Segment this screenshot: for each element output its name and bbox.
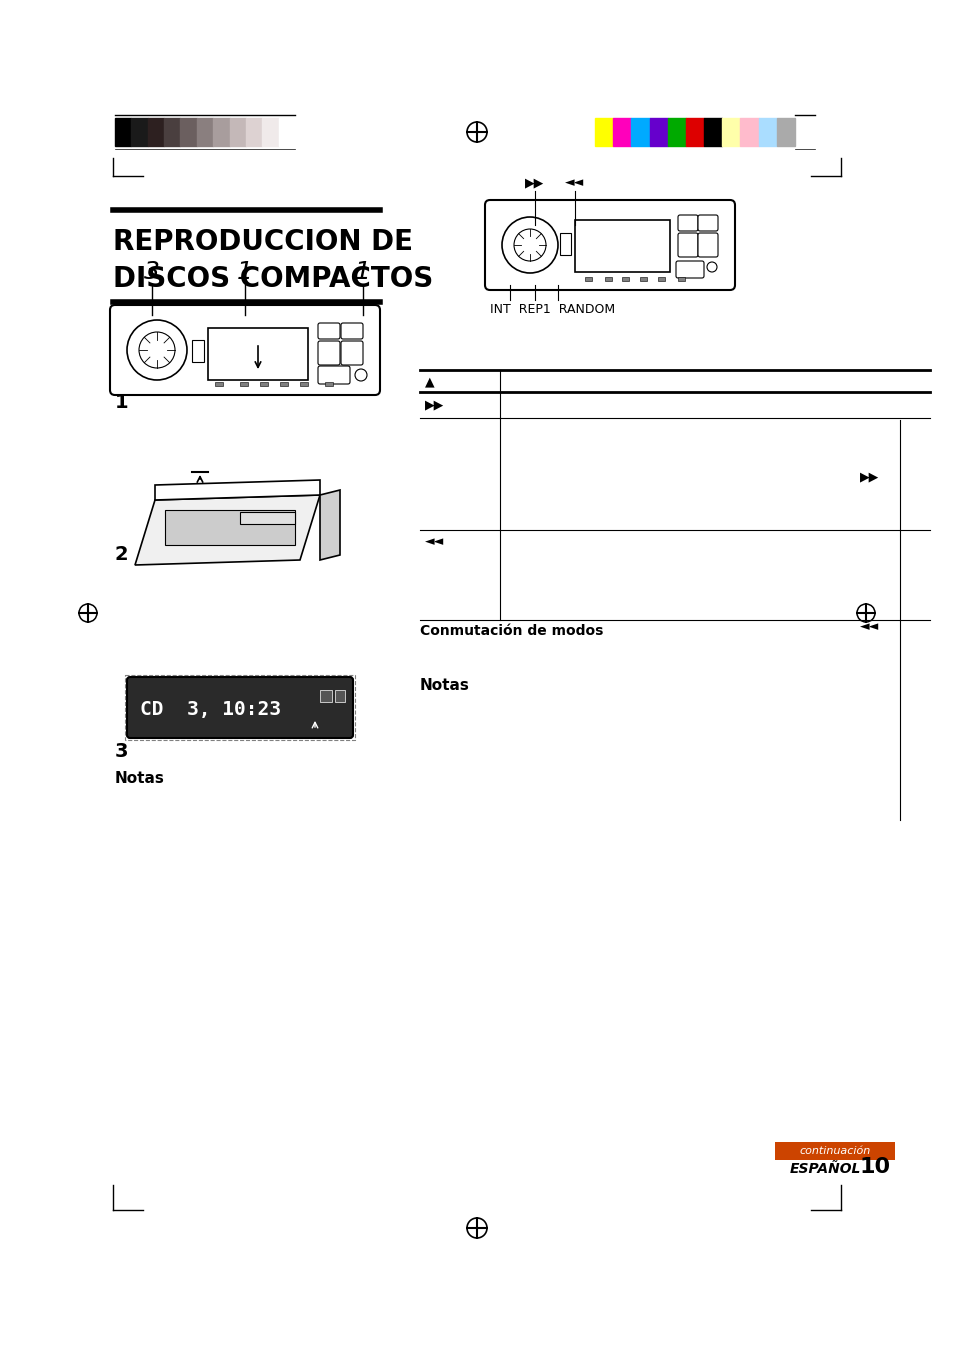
Bar: [240, 512, 294, 524]
Bar: [667, 118, 685, 146]
Text: ▶▶: ▶▶: [424, 399, 444, 411]
Polygon shape: [135, 494, 319, 565]
Text: Notas: Notas: [115, 771, 165, 786]
Bar: [658, 277, 664, 281]
FancyBboxPatch shape: [110, 305, 379, 394]
Bar: [132, 118, 148, 146]
Bar: [613, 118, 631, 146]
Bar: [148, 118, 164, 146]
Bar: [262, 118, 278, 146]
Text: REPRODUCCION DE: REPRODUCCION DE: [112, 228, 413, 255]
Text: Notas: Notas: [419, 678, 470, 693]
Bar: [214, 382, 223, 386]
Text: 2: 2: [115, 544, 129, 563]
Bar: [595, 118, 613, 146]
Bar: [164, 118, 180, 146]
Bar: [319, 690, 332, 703]
Bar: [740, 118, 758, 146]
Polygon shape: [154, 480, 319, 500]
Text: ◄◄: ◄◄: [565, 177, 584, 189]
Bar: [575, 220, 669, 272]
Text: ◄◄: ◄◄: [860, 620, 879, 634]
Text: CD  3, 10:23: CD 3, 10:23: [140, 701, 281, 720]
Bar: [280, 382, 288, 386]
Text: ▶▶: ▶▶: [860, 470, 879, 484]
Bar: [639, 277, 646, 281]
Bar: [776, 118, 794, 146]
FancyBboxPatch shape: [340, 323, 363, 339]
FancyBboxPatch shape: [317, 340, 339, 365]
Bar: [165, 509, 294, 544]
Text: ESPAÑOL: ESPAÑOL: [789, 1162, 861, 1175]
Text: 3: 3: [144, 259, 160, 284]
Text: DISCOS COMPACTOS: DISCOS COMPACTOS: [112, 265, 433, 293]
Text: 1: 1: [236, 259, 253, 284]
Text: INT  REP1  RANDOM: INT REP1 RANDOM: [490, 303, 615, 316]
Bar: [774, 1142, 894, 1161]
Bar: [278, 118, 294, 146]
Bar: [703, 118, 721, 146]
Bar: [213, 118, 230, 146]
Bar: [604, 277, 612, 281]
Text: 10: 10: [859, 1156, 890, 1177]
FancyBboxPatch shape: [340, 340, 363, 365]
Bar: [125, 676, 355, 740]
Bar: [325, 382, 333, 386]
FancyBboxPatch shape: [698, 215, 718, 231]
FancyBboxPatch shape: [678, 232, 698, 257]
Text: 3: 3: [115, 742, 129, 761]
Bar: [631, 118, 649, 146]
Bar: [246, 118, 262, 146]
FancyBboxPatch shape: [676, 261, 703, 278]
Bar: [260, 382, 268, 386]
Bar: [299, 382, 308, 386]
Bar: [208, 328, 308, 380]
FancyBboxPatch shape: [484, 200, 734, 290]
FancyBboxPatch shape: [698, 232, 718, 257]
Bar: [559, 232, 571, 255]
Bar: [240, 382, 248, 386]
Bar: [335, 690, 345, 703]
FancyBboxPatch shape: [317, 366, 350, 384]
Text: continuación: continuación: [799, 1146, 870, 1156]
Polygon shape: [319, 490, 339, 561]
Bar: [584, 277, 592, 281]
Text: ▲: ▲: [424, 376, 435, 388]
Text: ◄◄: ◄◄: [424, 535, 444, 549]
Bar: [649, 118, 667, 146]
Bar: [192, 340, 204, 362]
Bar: [678, 277, 684, 281]
Text: ▶▶: ▶▶: [525, 177, 544, 189]
FancyBboxPatch shape: [317, 323, 339, 339]
FancyBboxPatch shape: [127, 677, 353, 738]
Bar: [758, 118, 776, 146]
Bar: [230, 118, 246, 146]
Text: 1: 1: [115, 393, 129, 412]
Text: 1: 1: [355, 259, 371, 284]
Text: Conmutación de modos: Conmutación de modos: [419, 624, 602, 638]
Bar: [685, 118, 703, 146]
Bar: [196, 118, 213, 146]
Bar: [115, 118, 132, 146]
Bar: [180, 118, 196, 146]
FancyBboxPatch shape: [678, 215, 698, 231]
Bar: [721, 118, 740, 146]
Bar: [621, 277, 628, 281]
